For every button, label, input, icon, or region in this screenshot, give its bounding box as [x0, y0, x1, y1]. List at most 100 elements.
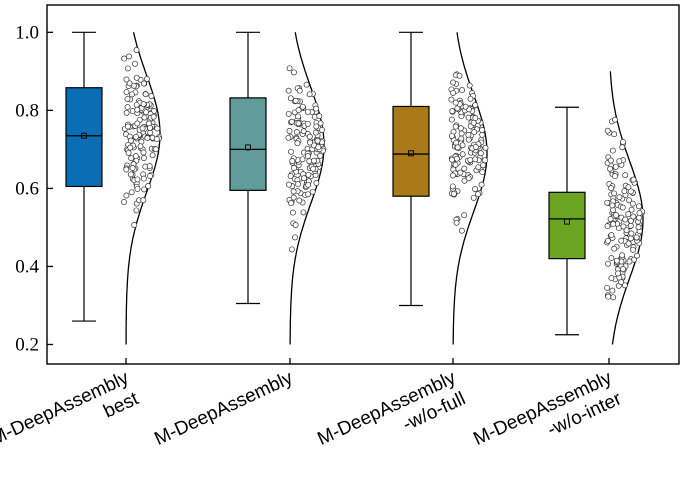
data-point: [128, 91, 135, 98]
x-category-label: M-DeepAssembly-w/o-inter: [470, 367, 625, 471]
data-point: [285, 87, 292, 94]
data-point: [604, 127, 611, 134]
data-point: [305, 171, 312, 178]
data-point: [287, 95, 294, 102]
data-point: [124, 123, 131, 130]
data-point: [615, 270, 621, 277]
data-point: [605, 260, 611, 267]
mean-marker: [81, 132, 87, 139]
data-point: [613, 257, 620, 264]
data-point: [146, 163, 153, 170]
data-point: [634, 252, 640, 259]
data-point: [291, 165, 297, 171]
data-point: [304, 108, 311, 115]
data-point: [621, 282, 628, 289]
data-point: [449, 183, 456, 190]
x-category-label-line: M-DeepAssembly: [151, 367, 296, 450]
data-point: [141, 186, 148, 193]
data-point: [288, 148, 294, 155]
data-point: [313, 105, 320, 112]
data-point: [448, 116, 455, 123]
data-point: [636, 210, 643, 216]
data-point: [475, 191, 481, 198]
data-point: [470, 194, 477, 201]
data-point: [467, 156, 474, 163]
data-point: [289, 209, 296, 216]
data-point: [472, 102, 479, 109]
data-point: [316, 113, 323, 120]
data-point: [448, 132, 455, 139]
data-point: [126, 53, 132, 60]
data-point: [154, 125, 161, 132]
iqr-box: [392, 105, 430, 197]
data-point: [140, 149, 147, 156]
data-point: [295, 107, 302, 114]
data-point: [153, 136, 160, 143]
iqr-box: [548, 191, 586, 260]
data-point: [292, 234, 298, 241]
data-point: [453, 155, 460, 162]
data-point: [134, 106, 141, 113]
data-point: [137, 143, 144, 150]
data-point: [299, 156, 306, 163]
data-point: [610, 221, 617, 228]
y-tick-label: 0.4: [15, 256, 39, 277]
data-point: [313, 180, 320, 186]
data-point: [619, 204, 626, 211]
y-tick-label: 0.6: [15, 178, 39, 199]
data-point: [612, 116, 618, 123]
data-point: [623, 227, 630, 234]
mean-marker: [245, 144, 251, 151]
data-point: [477, 150, 484, 157]
data-point: [131, 222, 138, 228]
data-point: [132, 60, 138, 67]
data-point: [310, 165, 317, 172]
data-point: [150, 113, 157, 120]
data-point: [299, 103, 306, 110]
data-point: [133, 207, 140, 214]
data-point: [459, 142, 466, 149]
data-point: [611, 131, 618, 138]
data-point: [144, 135, 151, 142]
data-point: [630, 176, 637, 183]
data-point: [619, 252, 626, 259]
data-point: [479, 131, 486, 138]
data-point: [123, 166, 130, 173]
data-point: [461, 165, 468, 172]
data-point: [145, 183, 152, 189]
data-point: [147, 173, 154, 179]
data-point: [457, 169, 464, 176]
data-point: [452, 99, 459, 106]
data-point: [629, 200, 636, 207]
data-point: [616, 158, 623, 165]
data-point: [449, 108, 456, 115]
data-point: [458, 227, 465, 234]
data-point: [291, 69, 297, 76]
data-point: [140, 80, 147, 87]
data-point: [613, 212, 620, 219]
mean-marker: [564, 218, 570, 225]
data-point: [285, 110, 292, 117]
data-point: [472, 156, 479, 163]
data-point: [123, 192, 130, 199]
data-point: [604, 199, 611, 206]
data-point: [465, 175, 472, 182]
x-category-label: M-DeepAssemblybest: [0, 367, 142, 471]
data-point: [315, 144, 322, 151]
data-point: [625, 184, 632, 191]
data-point: [285, 181, 292, 188]
data-point: [127, 144, 134, 151]
data-point: [141, 114, 148, 121]
data-point: [616, 194, 623, 201]
data-point: [126, 80, 133, 87]
data-point: [125, 149, 132, 156]
iqr-box: [229, 97, 267, 191]
data-point: [472, 115, 479, 121]
data-point: [633, 234, 640, 241]
data-point: [142, 91, 149, 98]
data-point: [317, 120, 324, 127]
data-point: [467, 95, 474, 102]
x-axis: M-DeepAssemblybest M-DeepAssembly M-DeepAs…: [0, 358, 625, 471]
data-point: [450, 89, 457, 96]
